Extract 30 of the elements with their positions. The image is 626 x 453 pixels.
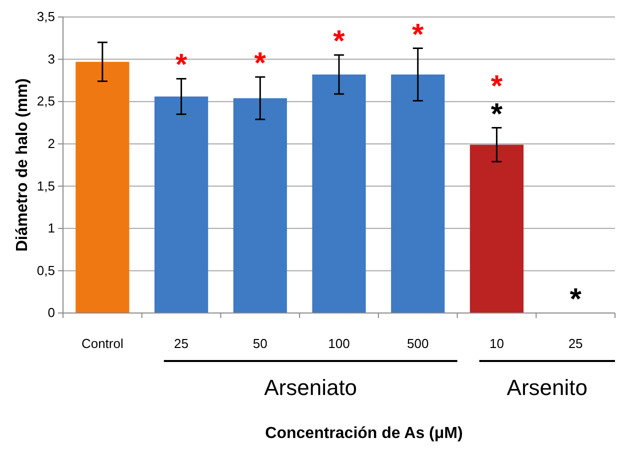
x-axis-title: Concentración de As (μM) xyxy=(265,425,463,442)
annotation: * xyxy=(333,25,346,58)
x-tick-label: 500 xyxy=(407,336,429,351)
bar xyxy=(391,74,445,313)
x-tick-label: 25 xyxy=(568,336,583,351)
text: Arsenito xyxy=(506,375,588,400)
bar xyxy=(154,96,208,313)
annotation: * xyxy=(175,48,188,82)
y-tick-label: 1,5 xyxy=(36,178,55,194)
y-tick-label: 0 xyxy=(48,305,55,320)
annotation: * xyxy=(412,18,424,52)
x-tick-label: 10 xyxy=(489,336,504,351)
bar xyxy=(76,62,130,313)
y-tick-label: 3 xyxy=(48,51,55,66)
y-tick-label: 3,5 xyxy=(36,9,55,24)
x-tick-label: 100 xyxy=(328,336,350,351)
x-tick-label: 25 xyxy=(174,336,189,351)
y-tick-label: 1 xyxy=(48,220,55,236)
bar xyxy=(312,74,366,313)
text: Arseniato xyxy=(264,375,358,400)
y-axis-title: Diámetro de halo (mm) xyxy=(14,78,31,252)
annotation: * xyxy=(570,283,582,316)
x-tick-label: 50 xyxy=(252,336,268,351)
bar xyxy=(233,98,287,313)
x-tick-label: Control xyxy=(81,336,124,351)
y-tick-label: 0,5 xyxy=(36,262,55,278)
y-tick-label: 2,5 xyxy=(36,94,55,109)
annotation: * xyxy=(254,47,266,80)
bar xyxy=(470,144,524,313)
y-tick-label: 2 xyxy=(48,136,55,152)
